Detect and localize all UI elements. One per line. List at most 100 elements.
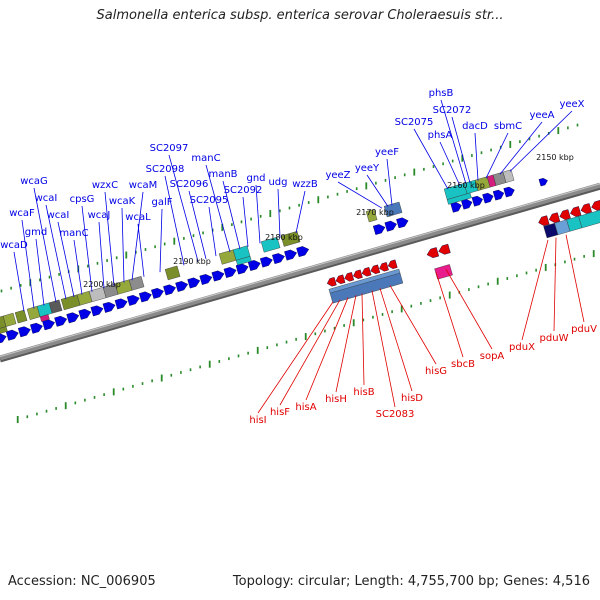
leader-line-forward — [451, 116, 471, 183]
leader-line-forward — [73, 239, 83, 295]
forward-arrow — [90, 305, 104, 317]
leader-line-reverse — [335, 295, 357, 393]
forward-arrow — [78, 308, 92, 320]
reverse-arrow — [548, 212, 561, 223]
gene-label-forward: gnd — [246, 173, 265, 184]
gene-label-forward: cpsG — [70, 194, 95, 205]
feature-block — [128, 276, 145, 291]
gene-label-forward: gmd — [25, 227, 47, 238]
reverse-arrow — [426, 247, 440, 259]
forward-arrow — [5, 329, 19, 341]
reverse-arrow — [326, 277, 337, 287]
feature-block — [328, 268, 401, 294]
feature-tracks — [0, 169, 600, 344]
label-leader-lines — [13, 99, 585, 414]
gene-label-forward: yeeZ — [325, 170, 350, 181]
feature-block — [60, 294, 81, 311]
forward-arrow — [396, 217, 409, 229]
feature-block — [260, 236, 281, 253]
leader-line-forward — [137, 223, 145, 277]
feature-block — [280, 231, 301, 247]
genome-backbone — [0, 182, 600, 363]
accession-text: Accession: NC_006905 — [8, 574, 156, 589]
leader-line-reverse — [389, 285, 437, 365]
leader-line-forward — [81, 205, 93, 292]
gene-label-forward: wcaK — [109, 196, 136, 207]
forward-arrow — [42, 319, 55, 331]
forward-arrow — [235, 263, 249, 275]
leader-line-forward — [440, 99, 467, 185]
feature-block — [39, 314, 50, 322]
gene-label-forward: wcaL — [125, 212, 151, 223]
leader-line-forward — [413, 128, 449, 190]
kbp-label: 2180 kbp — [265, 233, 303, 242]
gene-label-forward: SC2092 — [224, 185, 263, 196]
leader-line-forward — [57, 221, 75, 298]
gene-label-forward: wcaD — [0, 240, 28, 251]
leader-line-forward — [439, 141, 461, 186]
leader-line-forward — [164, 175, 185, 266]
kbp-label: 2170 kbp — [356, 208, 394, 217]
leader-line-forward — [277, 188, 281, 238]
leader-line-forward — [208, 206, 217, 257]
leader-line-reverse — [379, 288, 413, 392]
gene-label-forward: wcaM — [129, 180, 157, 191]
gene-label-reverse: hisH — [325, 394, 347, 405]
gene-label-forward: wzzB — [292, 179, 318, 190]
forward-arrow — [151, 287, 164, 299]
forward-arrow — [223, 267, 237, 278]
gene-label-forward: SC2098 — [146, 164, 185, 175]
forward-arrow — [114, 298, 128, 310]
gene-label-reverse: hisA — [295, 402, 316, 413]
forward-arrow — [138, 291, 152, 303]
forward-arrow — [66, 312, 80, 324]
leader-line-reverse — [445, 269, 493, 350]
gene-label-reverse: hisG — [425, 366, 447, 377]
gene-label-forward: yeeY — [355, 163, 380, 174]
reverse-arrow — [538, 215, 550, 227]
forward-arrow — [126, 294, 140, 306]
leader-line-reverse — [371, 290, 396, 408]
forward-arrow — [175, 281, 189, 292]
leader-line-forward — [366, 174, 389, 207]
feature-block — [578, 209, 600, 229]
gene-label-forward: sbmC — [494, 121, 522, 132]
leader-line-forward — [131, 191, 144, 281]
forward-arrow — [0, 333, 7, 344]
backbone-line — [0, 182, 600, 361]
feature-block — [2, 312, 17, 327]
leader-line-forward — [255, 184, 261, 244]
leader-line-forward — [121, 207, 125, 283]
gene-label-forward: yeeA — [529, 110, 554, 121]
forward-arrow — [247, 260, 261, 271]
leader-line-reverse — [257, 301, 334, 414]
forward-arrow — [187, 277, 201, 289]
gene-label-forward: SC2097 — [150, 143, 189, 154]
gene-label-reverse: hisF — [270, 407, 290, 418]
gene-label-forward: SC2075 — [395, 117, 434, 128]
forward-arrow — [272, 253, 285, 265]
leader-line-forward — [295, 190, 306, 234]
leader-line-forward — [35, 238, 45, 306]
gene-label-forward: phsA — [428, 130, 453, 141]
leader-line-forward — [13, 251, 25, 312]
gene-label-forward: SC2096 — [170, 179, 209, 190]
forward-arrow — [30, 322, 43, 334]
leader-line-reverse — [565, 234, 585, 323]
leader-line-forward — [205, 164, 231, 253]
forward-arrow — [384, 220, 397, 232]
gene-label-reverse: pduX — [509, 342, 535, 353]
kbp-label: 2190 kbp — [173, 257, 211, 266]
reverse-arrow — [344, 272, 355, 282]
forward-arrow — [471, 195, 483, 207]
forward-arrow — [199, 274, 213, 285]
feature-block — [365, 208, 378, 223]
kbp-label: 2150 kbp — [536, 153, 574, 162]
gene-label-forward: galF — [151, 197, 172, 208]
leader-line-forward — [485, 132, 509, 179]
gene-label-forward: manC — [191, 153, 220, 164]
forward-arrow — [259, 256, 273, 268]
forward-arrow — [296, 246, 310, 258]
gene-label-forward: phsB — [429, 88, 454, 99]
forward-arrow — [503, 186, 515, 198]
